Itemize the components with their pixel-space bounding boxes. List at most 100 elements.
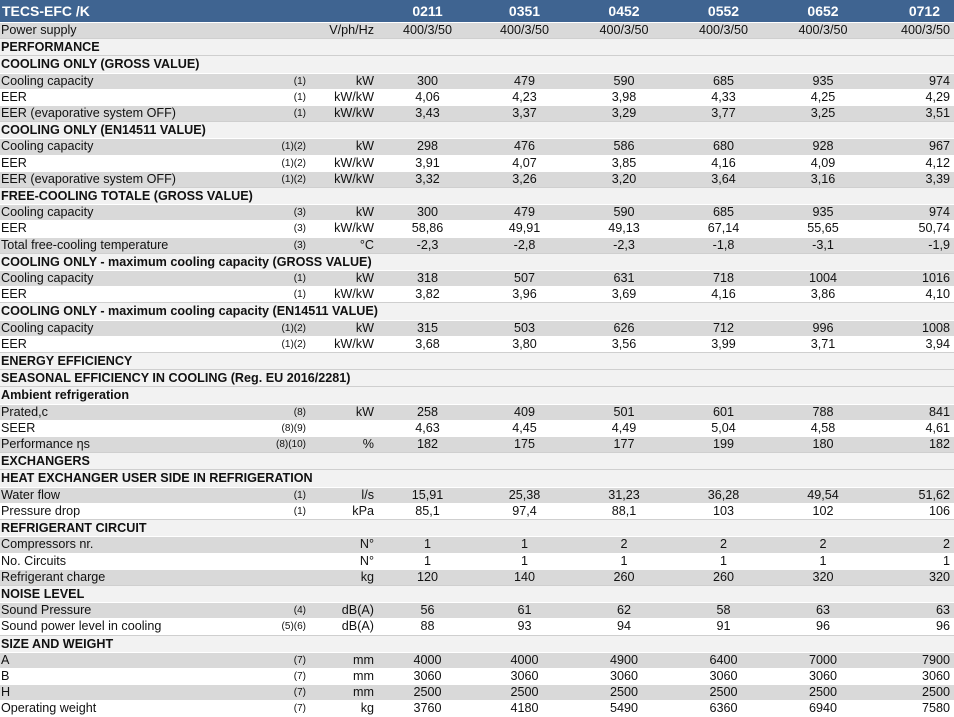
row-label: EER (0, 220, 275, 238)
cell-value: 2500 (773, 684, 873, 701)
cell-value: 3,20 (574, 170, 674, 188)
row-unit: kW (310, 270, 380, 287)
cell-value: 601 (674, 403, 773, 421)
table-row: EER (3) kW/kW 58,86 49,91 49,13 67,14 55,65 50,7… (0, 220, 954, 238)
row-note (275, 21, 310, 39)
cell-value: 3,26 (475, 170, 574, 188)
cell-value: 400/3/50 (674, 21, 773, 39)
row-unit: mm (310, 667, 380, 685)
row-unit (310, 419, 380, 437)
model-header: 0351 (475, 0, 574, 23)
cell-value: 3,94 (873, 335, 954, 353)
cell-value: 935 (773, 72, 873, 90)
cell-value: 712 (674, 319, 773, 337)
row-label: B (0, 667, 275, 685)
cell-value: 409 (475, 403, 574, 421)
cell-value: 400/3/50 (773, 21, 873, 39)
cell-value: 2 (574, 536, 674, 553)
row-label: Prated,c (0, 403, 275, 421)
cell-value: 4,29 (873, 88, 954, 106)
table-row: Refrigerant charge kg 120 140 260 260 320 320 (0, 568, 954, 586)
cell-value: 3,43 (380, 105, 475, 122)
cell-value: 3,71 (773, 335, 873, 353)
row-note: (7) (275, 684, 310, 701)
table-row: Sound Pressure (4) dB(A) 56 61 62 58 63 63 (0, 602, 954, 619)
cell-value: 400/3/50 (574, 21, 674, 39)
cell-value: 4000 (475, 651, 574, 669)
cell-value: 3,80 (475, 335, 574, 353)
row-unit: l/s (310, 486, 380, 504)
row-unit: kW (310, 319, 380, 337)
section-title: HEAT EXCHANGER USER SIDE IN REFRIGERATIO… (0, 469, 954, 488)
table-row: Prated,c (8) kW 258 409 501 601 788 841 (0, 403, 954, 421)
cell-value: 49,54 (773, 486, 873, 504)
row-label: EER (0, 335, 275, 353)
cell-value: 1 (773, 552, 873, 570)
cell-value: 3,56 (574, 335, 674, 353)
table-row: EER (evaporative system OFF) (1)(2) kW/kW 3… (0, 170, 954, 188)
cell-value: 841 (873, 403, 954, 421)
table-row: EER (evaporative system OFF) (1) kW/kW 3,43… (0, 105, 954, 122)
cell-value: -2,3 (574, 236, 674, 254)
row-unit: kW (310, 138, 380, 156)
section-header-row: EXCHANGERS (0, 452, 954, 470)
row-label: SEER (0, 419, 275, 437)
table-row: Cooling capacity (1)(2) kW 315 503 626 712 996 1… (0, 319, 954, 337)
cell-value: 996 (773, 319, 873, 337)
cell-value: -2,8 (475, 236, 574, 254)
model-header: 0652 (773, 0, 873, 23)
row-label: Cooling capacity (0, 204, 275, 221)
row-note: (7) (275, 651, 310, 669)
row-label: No. Circuits (0, 552, 275, 570)
cell-value: 935 (773, 204, 873, 221)
section-title: COOLING ONLY (GROSS VALUE) (0, 55, 954, 74)
row-note: (7) (275, 700, 310, 717)
cell-value: 400/3/50 (475, 21, 574, 39)
section-title: COOLING ONLY (EN14511 VALUE) (0, 121, 954, 139)
section-header-row: COOLING ONLY (GROSS VALUE) (0, 55, 954, 74)
cell-value: 2500 (574, 684, 674, 701)
cell-value: 1 (674, 552, 773, 570)
cell-value: 3060 (475, 667, 574, 685)
cell-value: 56 (380, 602, 475, 619)
cell-value: 1016 (873, 270, 954, 287)
cell-value: 63 (873, 602, 954, 619)
row-unit: kW/kW (310, 88, 380, 106)
row-unit: kW/kW (310, 286, 380, 303)
cell-value: 320 (873, 568, 954, 586)
cell-value: 51,62 (873, 486, 954, 504)
cell-value: 1 (475, 552, 574, 570)
section-header-row: COOLING ONLY (EN14511 VALUE) (0, 121, 954, 139)
row-note: (1)(2) (275, 170, 310, 188)
cell-value: 974 (873, 72, 954, 90)
row-label: Cooling capacity (0, 270, 275, 287)
row-note: (1)(2) (275, 154, 310, 172)
row-note: (8) (275, 403, 310, 421)
table-row: EER (1)(2) kW/kW 3,91 4,07 3,85 4,16 4,09 4,12 (0, 154, 954, 172)
row-unit: N° (310, 552, 380, 570)
cell-value: 2500 (475, 684, 574, 701)
cell-value: 106 (873, 502, 954, 520)
cell-value: 4,16 (674, 154, 773, 172)
row-label: Cooling capacity (0, 319, 275, 337)
cell-value: 298 (380, 138, 475, 156)
row-label: Refrigerant charge (0, 568, 275, 586)
cell-value: 680 (674, 138, 773, 156)
row-label: EER (0, 286, 275, 303)
cell-value: 318 (380, 270, 475, 287)
cell-value: 36,28 (674, 486, 773, 504)
section-header-row: SIZE AND WEIGHT (0, 634, 954, 653)
row-label: Total free-cooling temperature (0, 236, 275, 254)
cell-value: 315 (380, 319, 475, 337)
row-unit: kW/kW (310, 105, 380, 122)
row-unit: dB(A) (310, 618, 380, 636)
row-note: (3) (275, 236, 310, 254)
cell-value: 140 (475, 568, 574, 586)
cell-value: 300 (380, 204, 475, 221)
cell-value: 50,74 (873, 220, 954, 238)
model-header: 0211 (380, 0, 475, 23)
section-title: NOISE LEVEL (0, 584, 954, 603)
cell-value: 4,12 (873, 154, 954, 172)
table-row: Sound power level in cooling (5)(6) dB(A) 8… (0, 618, 954, 636)
row-label: Performance ηs (0, 436, 275, 453)
